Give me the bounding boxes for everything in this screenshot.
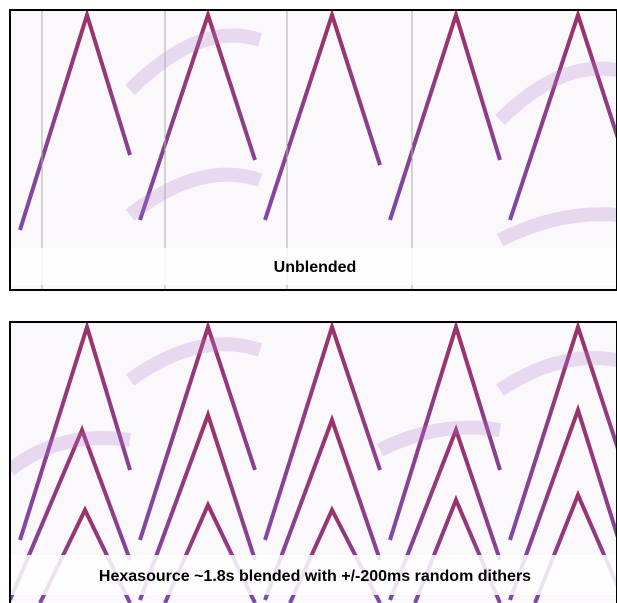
panel-label: Unblended <box>274 259 357 276</box>
panel-border <box>9 9 617 291</box>
panel-border <box>9 321 617 603</box>
panel-label: Hexasource ~1.8s blended with +/-200ms r… <box>99 568 531 585</box>
blended-panel: Hexasource ~1.8s blended with +/-200ms r… <box>10 322 617 603</box>
unblended-panel: Unblended <box>10 10 617 290</box>
